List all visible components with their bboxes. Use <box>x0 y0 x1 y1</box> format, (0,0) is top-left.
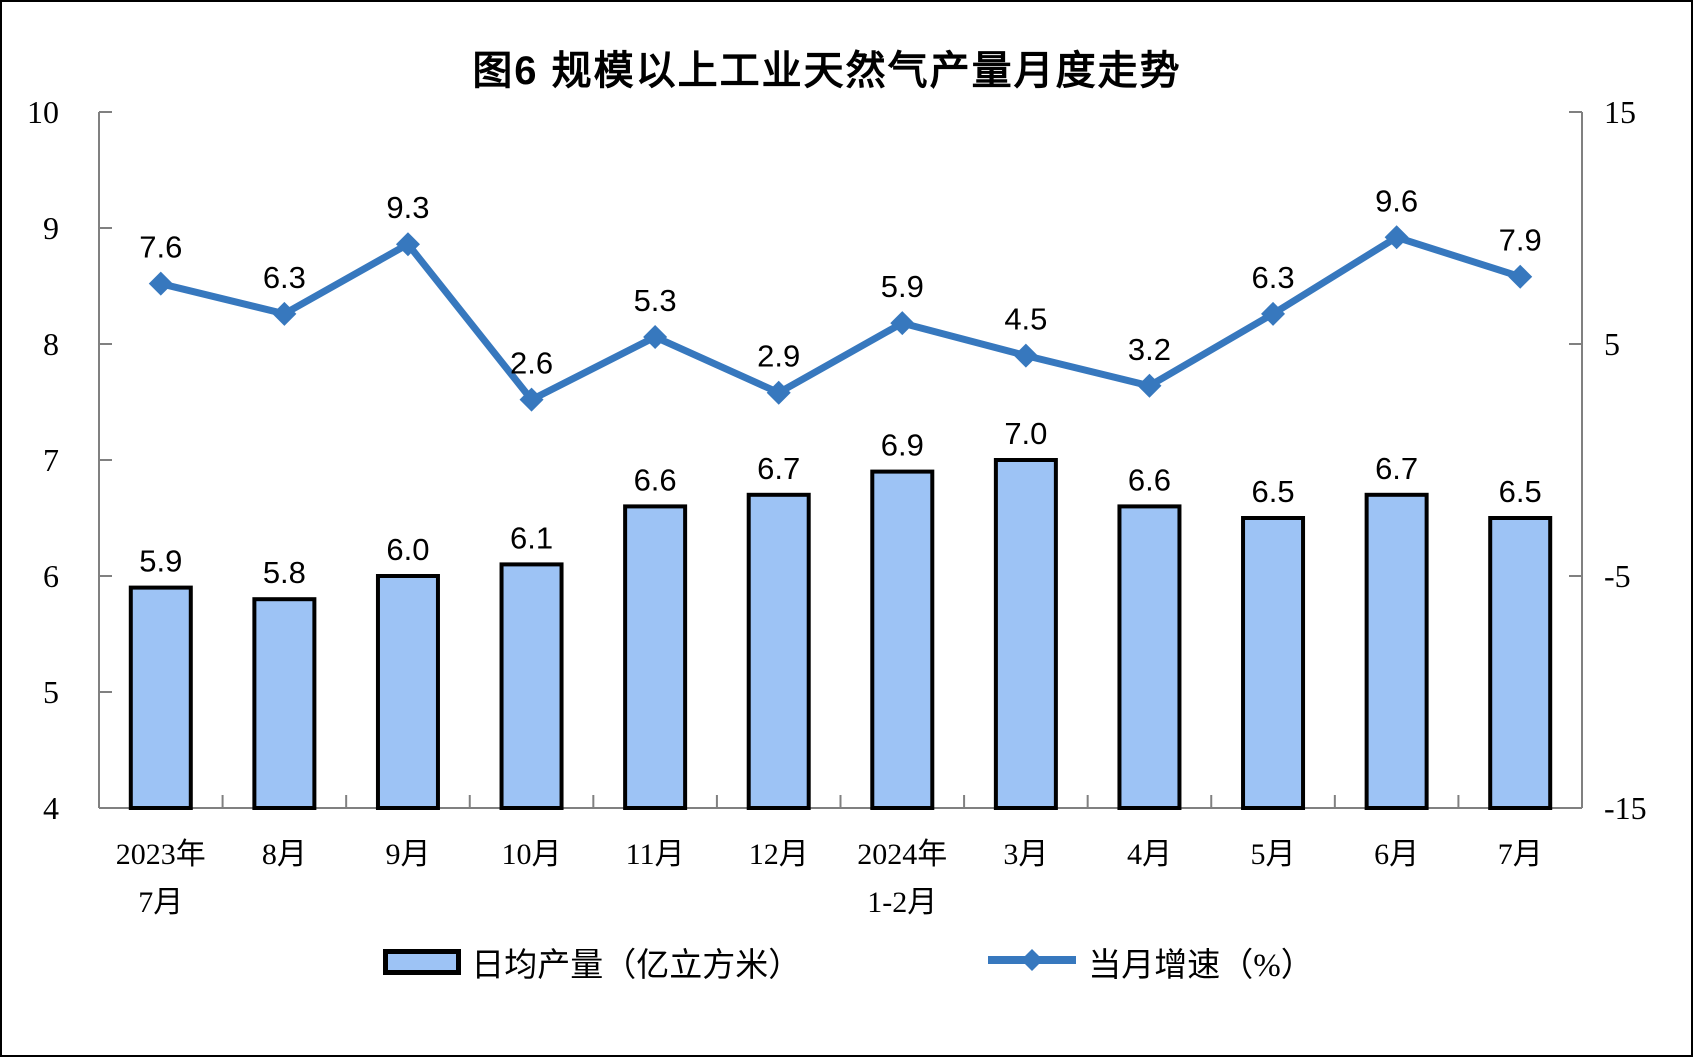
line-marker-diamond-icon <box>643 325 668 350</box>
bar-data-label: 6.6 <box>634 462 677 497</box>
line-series-swatch-icon <box>986 946 1078 979</box>
line-marker-diamond-icon <box>890 311 915 336</box>
x-category-label: 4月 <box>1127 838 1172 871</box>
line-marker-diamond-icon <box>148 271 173 296</box>
left-axis-tick-label: 10 <box>27 94 59 130</box>
x-category-label: 6月 <box>1374 838 1419 871</box>
line-data-label: 6.3 <box>263 260 306 295</box>
line-marker-diamond-icon <box>1013 343 1038 368</box>
chart-title: 图6 规模以上工业天然气产量月度走势 <box>472 49 1182 93</box>
bar-data-label: 6.5 <box>1499 474 1542 509</box>
right-axis-tick-label: 15 <box>1604 94 1636 130</box>
bar-0 <box>128 585 193 810</box>
bar-8 <box>1117 504 1182 810</box>
x-category-label: 3月 <box>1003 838 1048 871</box>
chart-legend: 日均产量（亿立方米） 当月增速（%） <box>2 938 1691 986</box>
line-data-label: 2.6 <box>510 346 553 381</box>
legend-item-line-series: 当月增速（%） <box>986 938 1314 986</box>
bar-data-label: 6.1 <box>510 520 553 555</box>
x-category-label: 5月 <box>1251 838 1296 871</box>
bar-data-label: 6.5 <box>1251 474 1294 509</box>
x-category-label: 11月 <box>626 838 685 871</box>
chart-plot-area: 4 5 6 7 8 9 10 -15 -5 5 15 2023年 7月 8月 9月 10月 11月 12月 2024… <box>27 94 1647 919</box>
x-category-label: 8月 <box>262 838 307 871</box>
bar-series-swatch-icon <box>383 949 462 975</box>
growth-line <box>159 233 1522 405</box>
line-data-label: 9.3 <box>386 190 429 225</box>
bar-data-label: 6.6 <box>1128 462 1171 497</box>
line-data-label: 2.9 <box>757 339 800 374</box>
bar-data-label: 6.9 <box>881 428 924 463</box>
left-axis-tick-label: 6 <box>43 558 59 594</box>
bar-data-label: 7.0 <box>1004 416 1047 451</box>
line-data-label: 5.9 <box>881 269 924 304</box>
bar-5 <box>746 492 811 810</box>
line-marker-diamond-icon <box>766 380 791 405</box>
legend-label-line-series: 当月增速（%） <box>1088 948 1314 984</box>
line-data-label: 3.2 <box>1128 332 1171 367</box>
line-marker-diamond-icon <box>272 301 297 326</box>
bar-10 <box>1364 492 1429 810</box>
left-axis-tick-label: 7 <box>43 442 59 478</box>
right-axis-tick-label: -5 <box>1604 558 1631 594</box>
bar-data-label: 6.7 <box>757 451 800 486</box>
line-data-label: 9.6 <box>1375 183 1418 218</box>
line-data-label: 7.6 <box>139 230 182 265</box>
bar-data-label: 6.0 <box>386 532 429 567</box>
bar-data-label: 6.7 <box>1375 451 1418 486</box>
line-data-label: 4.5 <box>1004 302 1047 337</box>
x-category-label: 10月 <box>502 838 562 871</box>
bar-1 <box>252 597 317 811</box>
line-marker-diamond-icon <box>395 232 420 257</box>
bar-9 <box>1241 516 1306 810</box>
bar-data-label: 5.8 <box>263 555 306 590</box>
x-category-label: 9月 <box>385 838 430 871</box>
left-axis-tick-label: 5 <box>43 674 59 710</box>
bar-4 <box>623 504 688 810</box>
bar-3 <box>499 562 564 811</box>
left-axis-tick-label: 4 <box>43 790 59 826</box>
line-data-label: 6.3 <box>1251 260 1294 295</box>
left-axis-tick-label: 8 <box>43 326 59 362</box>
line-marker-diamond-icon <box>1137 373 1162 398</box>
x-category-label: 2023年 7月 <box>116 838 206 919</box>
bar-7 <box>993 458 1058 810</box>
bar-11 <box>1488 516 1553 810</box>
left-axis-tick-label: 9 <box>43 210 59 246</box>
line-marker-diamond-icon <box>1261 301 1286 326</box>
x-category-label: 7月 <box>1498 838 1543 871</box>
bar-6 <box>870 469 935 810</box>
right-axis-tick-label: 5 <box>1604 326 1620 362</box>
legend-label-bar-series: 日均产量（亿立方米） <box>471 948 802 984</box>
line-marker-diamond-icon <box>1384 225 1409 250</box>
right-axis-tick-label: -15 <box>1604 790 1647 826</box>
x-category-label: 2024年 1-2月 <box>857 838 947 919</box>
legend-item-bar-series: 日均产量（亿立方米） <box>383 938 801 986</box>
bar-data-label: 5.9 <box>139 544 182 579</box>
line-marker-diamond-icon <box>519 387 544 412</box>
line-data-label: 5.3 <box>634 283 677 318</box>
line-data-label: 7.9 <box>1499 223 1542 258</box>
line-marker-diamond-icon <box>1508 264 1533 289</box>
x-category-label: 12月 <box>749 838 809 871</box>
bar-2 <box>375 574 440 810</box>
